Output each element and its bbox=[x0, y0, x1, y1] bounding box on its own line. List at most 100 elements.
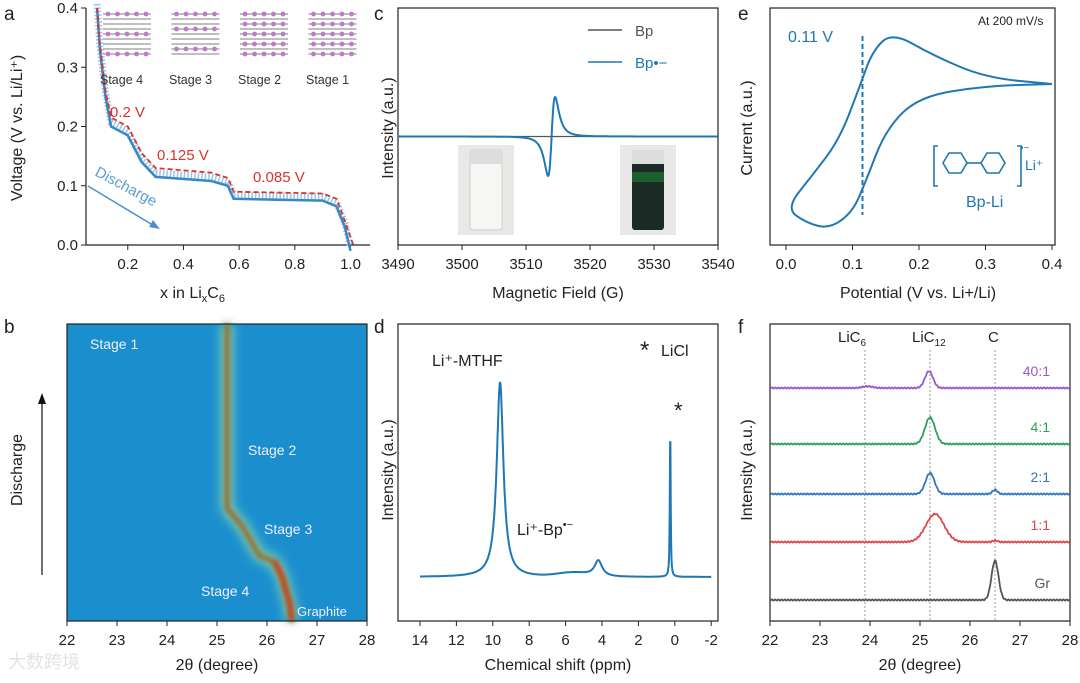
f-series-2-1 bbox=[769, 471, 1071, 496]
c-xtick-label: 3510 bbox=[509, 256, 542, 273]
b-xtick-label: 23 bbox=[109, 632, 126, 649]
panel-letter-e: e bbox=[738, 4, 749, 25]
li-ion-dot bbox=[252, 41, 257, 47]
f-xtick-label: 26 bbox=[962, 632, 979, 649]
b-xtick-label: 28 bbox=[359, 632, 376, 649]
f-xlabel: 2θ (degree) bbox=[879, 657, 962, 674]
li-ion-dot bbox=[193, 46, 198, 52]
li-ion-dot bbox=[261, 31, 267, 37]
panel-letter-c: c bbox=[374, 4, 384, 25]
li-ion-dot bbox=[271, 21, 276, 27]
li-ion-dot bbox=[339, 31, 345, 37]
li-ion-dot bbox=[280, 21, 286, 27]
e-xlabel: Potential (V vs. Li+/Li) bbox=[840, 285, 996, 302]
d-xtick-label: 14 bbox=[412, 632, 429, 649]
f-series-1-1 bbox=[769, 512, 1071, 544]
li-ion-dot bbox=[330, 11, 335, 17]
a-series-equilibrium bbox=[96, 7, 355, 246]
f-series-label: 1:1 bbox=[1031, 517, 1051, 533]
d-label-li-bp: Li⁺-Bp•− bbox=[517, 519, 573, 539]
f-series-4-1 bbox=[769, 415, 1071, 446]
li-ion-dot bbox=[115, 11, 120, 17]
f-series-label: 4:1 bbox=[1031, 419, 1051, 435]
li-ion-dot bbox=[261, 51, 267, 57]
d-peak-star: * bbox=[674, 398, 683, 423]
c-plot-frame bbox=[397, 7, 719, 246]
li-ion-dot bbox=[242, 51, 248, 57]
li-ion-dot bbox=[242, 21, 248, 27]
c-legend-bp: Bp bbox=[635, 23, 653, 40]
e-bp-li-label: Bp-Li bbox=[966, 194, 1003, 211]
li-ion-dot bbox=[349, 31, 354, 37]
b-label-stage4: Stage 4 bbox=[201, 583, 249, 599]
a-xtick-label: 0.8 bbox=[284, 256, 305, 273]
li-ion-dot bbox=[174, 26, 179, 32]
li-ion-dot bbox=[261, 11, 267, 17]
b-label-graphite: Graphite bbox=[297, 604, 347, 619]
li-ion-dot bbox=[202, 11, 208, 17]
f-xtick-label: 24 bbox=[862, 632, 879, 649]
li-ion-dot bbox=[349, 21, 354, 27]
li-ion-dot bbox=[124, 51, 130, 57]
f-series-label: 2:1 bbox=[1031, 469, 1051, 485]
li-ion-dot bbox=[143, 31, 149, 37]
a-ytick-label: 0.3 bbox=[57, 59, 78, 76]
li-ion-dot bbox=[349, 51, 354, 57]
b-label-stage2: Stage 2 bbox=[248, 442, 296, 458]
li-ion-dot bbox=[115, 51, 120, 57]
b-xtick-label: 27 bbox=[309, 632, 326, 649]
a-annot-0.2V: 0.2 V bbox=[110, 104, 145, 121]
li-ion-dot bbox=[174, 11, 179, 17]
a-bg bbox=[86, 8, 370, 245]
vial-dark-photo bbox=[620, 145, 676, 235]
a-ytick-label: 0.4 bbox=[57, 0, 78, 17]
e-li-plus: Li⁺ bbox=[1025, 157, 1043, 173]
e-xtick-label: 0.0 bbox=[776, 256, 797, 273]
li-ion-dot bbox=[183, 11, 189, 17]
b-heatmap-bg bbox=[67, 324, 367, 621]
d-xtick-label: 2 bbox=[634, 632, 642, 649]
li-ion-dot bbox=[242, 31, 248, 37]
f-xtick-label: 23 bbox=[812, 632, 829, 649]
d-xtick-label: 10 bbox=[484, 632, 501, 649]
a-xtick-label: 0.6 bbox=[229, 256, 250, 273]
c-series-Bp•− bbox=[398, 95, 718, 178]
li-ion-dot bbox=[311, 21, 316, 27]
e-radical-sign: •− bbox=[1020, 143, 1030, 154]
c-legend-bpr: Bp•− bbox=[635, 55, 668, 72]
a-discharge-arrowhead bbox=[149, 220, 160, 229]
e-xtick-label: 0.1 bbox=[842, 256, 863, 273]
d-xtick-label: 12 bbox=[448, 632, 465, 649]
a-xtick-label: 1.0 bbox=[340, 256, 361, 273]
li-ion-dot bbox=[261, 41, 267, 47]
li-ion-dot bbox=[174, 46, 179, 52]
b-label-stage1: Stage 1 bbox=[90, 336, 138, 352]
b-peak-graphite bbox=[272, 560, 294, 622]
d-xtick-label: 6 bbox=[561, 632, 569, 649]
li-ion-dot bbox=[311, 41, 316, 47]
li-ion-dot bbox=[311, 51, 316, 57]
li-ion-dot bbox=[339, 51, 345, 57]
d-nmr-spectrum bbox=[420, 381, 712, 578]
li-ion-dot bbox=[339, 11, 345, 17]
d-label-li-mthf: Li⁺-MTHF bbox=[432, 353, 503, 370]
e-xtick-label: 0.2 bbox=[909, 256, 930, 273]
li-ion-dot bbox=[134, 31, 139, 37]
d-legend-licl: LiCl bbox=[661, 343, 689, 360]
li-ion-dot bbox=[252, 21, 257, 27]
c-xtick-label: 3540 bbox=[701, 256, 734, 273]
watermark: 大数跨境 bbox=[8, 652, 80, 672]
d-xtick-label: 4 bbox=[598, 632, 606, 649]
li-ion-dot bbox=[105, 51, 111, 57]
f-xtick-label: 22 bbox=[762, 632, 779, 649]
f-ref-c: C bbox=[988, 329, 999, 346]
d-ylabel: Intensity (a.u.) bbox=[380, 419, 397, 520]
li-ion-dot bbox=[330, 31, 335, 37]
li-ion-dot bbox=[134, 51, 139, 57]
b-xtick-label: 25 bbox=[209, 632, 226, 649]
li-ion-dot bbox=[183, 46, 189, 52]
li-ion-dot bbox=[193, 11, 198, 17]
f-series-label: 40:1 bbox=[1023, 363, 1050, 379]
